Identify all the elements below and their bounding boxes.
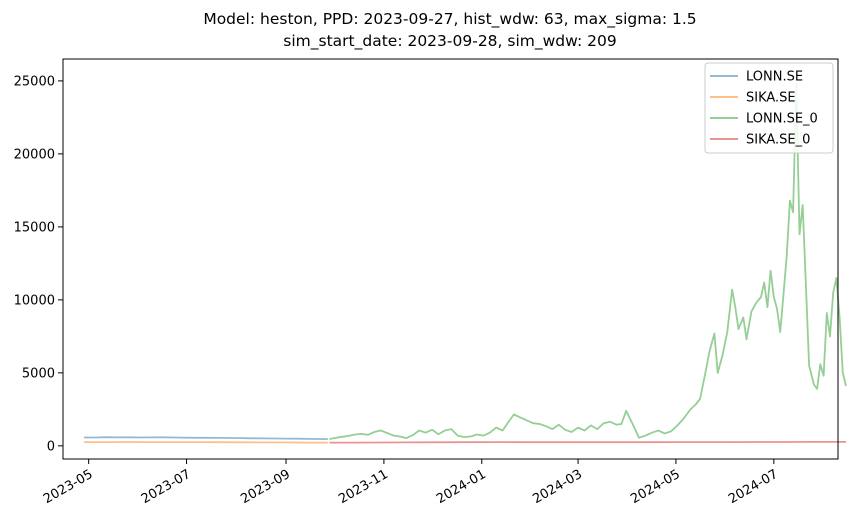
y-tick-label: 25000: [14, 74, 55, 89]
legend: LONN.SE SIKA.SE LONN.SE_0 SIKA.SE_0: [704, 62, 834, 154]
y-tick-label: 10000: [14, 293, 55, 308]
chart-title-line1: Model: heston, PPD: 2023-09-27, hist_wdw…: [203, 10, 696, 29]
x-tick-label: 2023-11: [336, 467, 391, 507]
x-tick-label: 2023-05: [41, 467, 96, 507]
series-line-sika-se: [83, 441, 328, 444]
legend-label: LONN.SE_0: [746, 112, 818, 127]
x-axis: 2023-05 2023-07 2023-09 2023-11 2024-01 2024-…: [41, 459, 781, 507]
y-tick-label: 20000: [14, 147, 55, 162]
series-line-lonn-se-0: [329, 82, 847, 440]
series-line-lonn-se: [83, 436, 328, 440]
x-tick-label: 2023-09: [238, 467, 293, 507]
plot-frame: [62, 58, 839, 460]
x-tick-label: 2024-01: [434, 467, 489, 507]
y-axis: 0 5000 10000 15000 20000 25000: [14, 74, 63, 454]
y-tick-label: 15000: [14, 220, 55, 235]
legend-box: [704, 62, 834, 154]
x-tick-label: 2024-03: [530, 467, 585, 507]
x-tick-label: 2024-05: [628, 467, 683, 507]
x-tick-label: 2023-07: [139, 467, 194, 507]
series-layer: [83, 82, 847, 444]
y-tick-label: 5000: [22, 366, 55, 381]
legend-label: SIKA.SE_0: [746, 133, 810, 148]
legend-label: LONN.SE: [746, 70, 803, 85]
chart-title-line2: sim_start_date: 2023-09-28, sim_wdw: 209: [283, 32, 616, 51]
series-line-sika-se-0: [329, 441, 846, 444]
legend-label: SIKA.SE: [746, 91, 796, 106]
y-tick-label: 0: [47, 439, 55, 454]
x-tick-label: 2024-07: [726, 467, 781, 507]
